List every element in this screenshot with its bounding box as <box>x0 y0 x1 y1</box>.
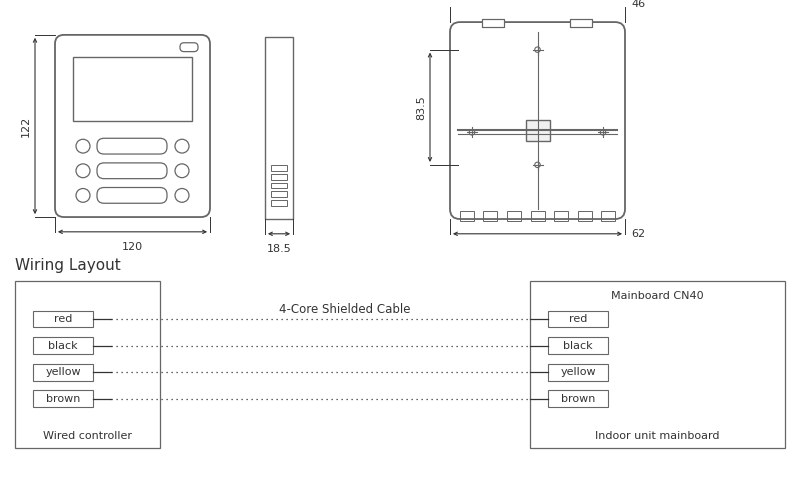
Bar <box>73 56 192 120</box>
Text: yellow: yellow <box>560 367 595 377</box>
Bar <box>271 183 287 188</box>
Text: red: red <box>54 314 72 324</box>
Text: 120: 120 <box>122 242 143 252</box>
Bar <box>15 281 160 448</box>
Bar <box>548 364 608 380</box>
Bar <box>601 211 616 221</box>
Bar <box>460 211 473 221</box>
Bar <box>271 174 287 180</box>
Text: Wiring Layout: Wiring Layout <box>15 259 120 273</box>
Bar <box>483 211 497 221</box>
Text: 83.5: 83.5 <box>416 95 426 120</box>
Text: brown: brown <box>561 394 595 404</box>
Text: 122: 122 <box>21 115 31 137</box>
Bar <box>271 165 287 171</box>
Bar <box>507 211 521 221</box>
Bar <box>570 19 592 27</box>
Bar <box>265 37 293 219</box>
Text: yellow: yellow <box>45 367 81 377</box>
Text: Wired controller: Wired controller <box>43 431 132 441</box>
Bar <box>548 337 608 354</box>
Bar <box>33 364 93 380</box>
Bar <box>33 311 93 327</box>
Bar <box>33 391 93 407</box>
Bar <box>548 391 608 407</box>
Bar <box>570 19 592 27</box>
Text: black: black <box>48 340 78 350</box>
Bar <box>530 281 785 448</box>
Text: 4-Core Shielded Cable: 4-Core Shielded Cable <box>280 303 410 316</box>
Bar <box>525 120 549 141</box>
Bar <box>271 192 287 197</box>
Text: black: black <box>563 340 593 350</box>
Bar <box>33 337 93 354</box>
Bar <box>578 211 591 221</box>
Text: Indoor unit mainboard: Indoor unit mainboard <box>595 431 720 441</box>
Text: 62: 62 <box>631 229 645 239</box>
Bar <box>482 19 504 27</box>
Bar <box>554 211 568 221</box>
Bar <box>548 311 608 327</box>
Text: brown: brown <box>46 394 80 404</box>
Text: 18.5: 18.5 <box>267 244 292 254</box>
Text: 46: 46 <box>631 0 645 10</box>
Text: Mainboard CN40: Mainboard CN40 <box>611 291 704 301</box>
Text: red: red <box>569 314 587 324</box>
Bar <box>271 200 287 206</box>
Bar <box>531 211 545 221</box>
Bar <box>482 19 504 27</box>
